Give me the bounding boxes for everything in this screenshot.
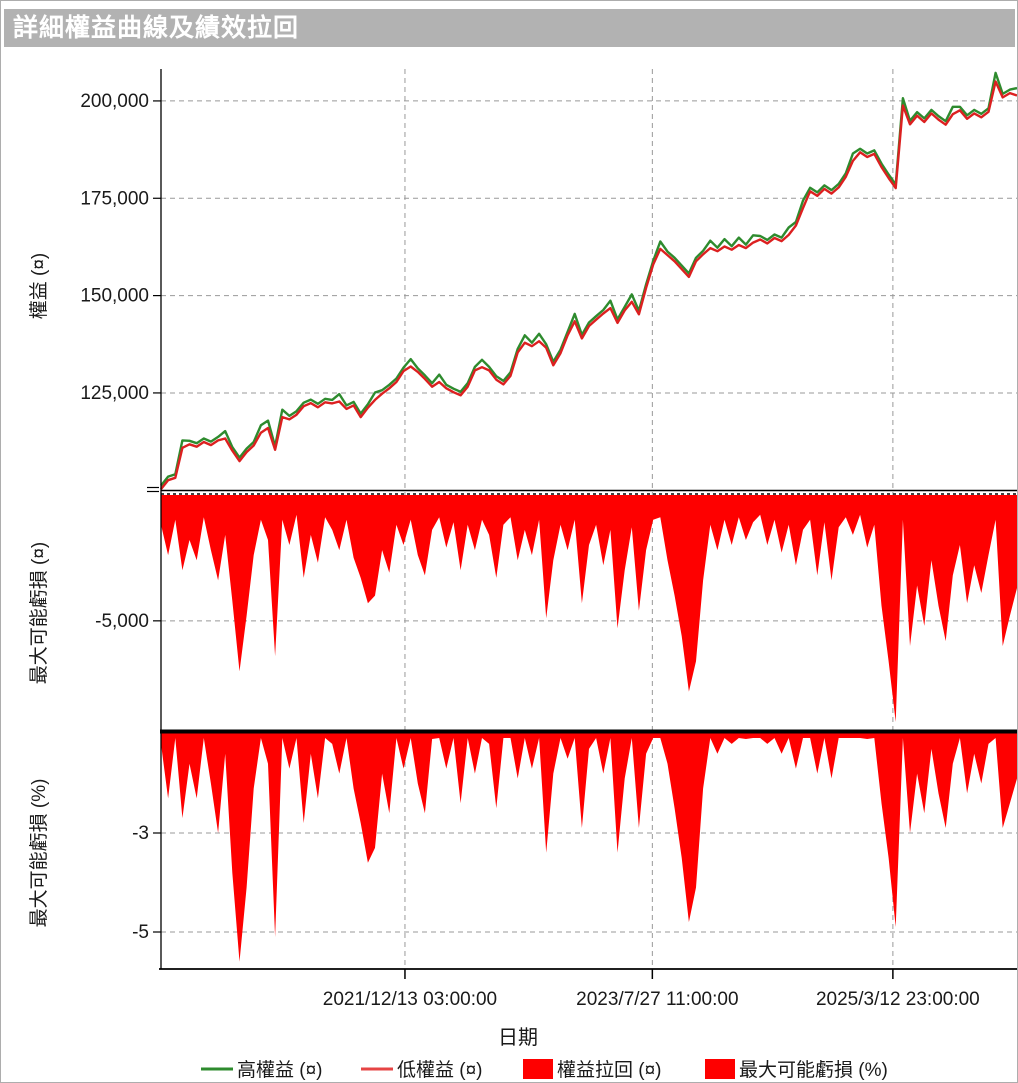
legend-drawdown-pct-marker <box>705 1059 735 1079</box>
legend-label: 權益拉回 (¤) <box>557 1059 662 1081</box>
y-tick-label: -3 <box>132 823 149 844</box>
x-tick-label: 2021/12/13 03:00:00 <box>323 989 497 1010</box>
legend-drawdown-cash-marker <box>523 1059 553 1079</box>
y-tick-label: 125,000 <box>80 383 149 404</box>
y-tick-label: 200,000 <box>80 91 149 112</box>
legend-label: 最大可能虧損 (%) <box>739 1059 888 1081</box>
page-title: 詳細權益曲線及績效拉回 <box>13 14 300 42</box>
high-equity-line <box>160 71 1017 487</box>
low-equity-line <box>160 80 1017 490</box>
y-tick-label: 150,000 <box>80 286 149 307</box>
y-tick-label: -5,000 <box>95 611 149 632</box>
y-tick-label: -5 <box>132 922 149 943</box>
equity-drawdown-chart: 200,000 175,000 150,000 125,000 -5,000 -3 -5 20… <box>28 69 1017 1081</box>
dd-cash-axis-title: 最大可能虧損 (¤) <box>28 542 50 685</box>
x-tick-label: 2023/7/27 11:00:00 <box>576 989 738 1010</box>
legend-label: 低權益 (¤) <box>397 1059 483 1081</box>
x-tick-label: 2025/3/12 23:00:00 <box>816 989 980 1010</box>
window-title-bar: 詳細權益曲線及績效拉回 <box>4 9 1015 47</box>
y-tick-label: 175,000 <box>80 188 149 209</box>
legend-label: 高權益 (¤) <box>237 1059 323 1081</box>
equity-drawdown-area <box>161 495 1017 722</box>
dd-pct-axis-title: 最大可能虧損 (%) <box>28 779 50 928</box>
max-drawdown-pct-area <box>161 733 1017 962</box>
equity-axis-title: 權益 (¤) <box>28 253 50 320</box>
x-axis-title: 日期 <box>498 1027 538 1049</box>
